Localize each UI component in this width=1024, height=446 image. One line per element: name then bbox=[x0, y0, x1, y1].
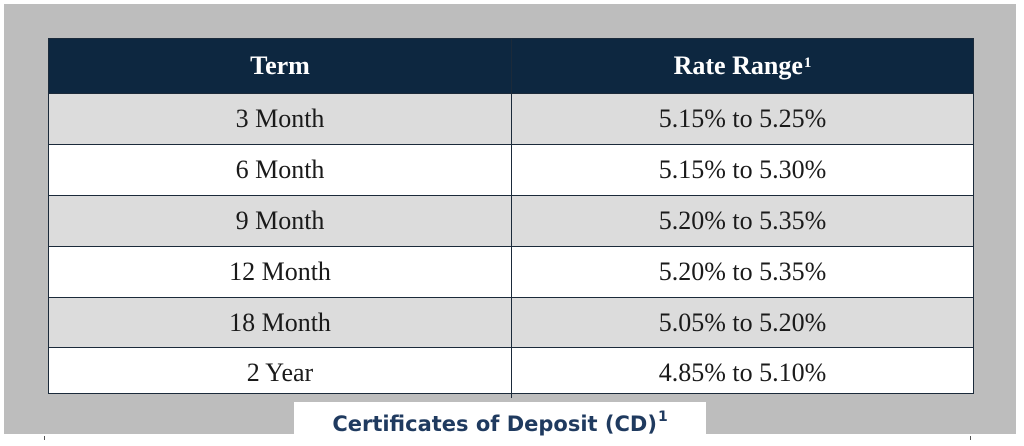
header-term: Term bbox=[49, 39, 512, 93]
term-cell: 3 Month bbox=[49, 94, 512, 144]
table-row: 3 Month 5.15% to 5.25% bbox=[49, 93, 973, 144]
cd-rate-table: Term Rate Range 1 3 Month 5.15% to 5.25% … bbox=[48, 38, 974, 399]
table-header-row: Term Rate Range 1 bbox=[49, 39, 973, 93]
page-tick-mark bbox=[44, 436, 45, 440]
table-row: 6 Month 5.15% to 5.30% bbox=[49, 143, 973, 195]
page-tick-mark bbox=[970, 436, 971, 440]
term-cell: 12 Month bbox=[49, 246, 512, 297]
table-row: 18 Month 5.05% to 5.20% bbox=[49, 296, 973, 348]
rate-cell: 5.20% to 5.35% bbox=[658, 205, 827, 235]
rate-cell: 5.05% to 5.20% bbox=[658, 307, 827, 337]
rate-cell: 4.85% to 5.10% bbox=[658, 358, 827, 388]
header-rate-footnote: 1 bbox=[803, 54, 812, 71]
table-caption: Certificates of Deposit (CD) 1 bbox=[294, 402, 706, 446]
term-cell: 6 Month bbox=[49, 144, 512, 195]
table-row: 12 Month 5.20% to 5.35% bbox=[49, 245, 973, 297]
rate-cell: 5.15% to 5.25% bbox=[658, 103, 827, 133]
table-row: 2 Year 4.85% to 5.10% bbox=[49, 347, 973, 399]
caption-text: Certificates of Deposit (CD) bbox=[332, 412, 657, 436]
caption-footnote: 1 bbox=[657, 409, 668, 425]
header-rate-label: Rate Range bbox=[673, 51, 803, 80]
rate-table-panel: Term Rate Range 1 3 Month 5.15% to 5.25% … bbox=[4, 4, 1016, 434]
header-rate-range: Rate Range 1 bbox=[512, 39, 973, 93]
term-cell: 9 Month bbox=[49, 195, 512, 246]
term-cell: 18 Month bbox=[49, 297, 512, 348]
term-cell: 2 Year bbox=[49, 348, 512, 399]
table-row: 9 Month 5.20% to 5.35% bbox=[49, 194, 973, 246]
rate-cell: 5.15% to 5.30% bbox=[658, 154, 827, 184]
header-term-label: Term bbox=[250, 51, 310, 80]
rate-cell: 5.20% to 5.35% bbox=[658, 256, 827, 286]
